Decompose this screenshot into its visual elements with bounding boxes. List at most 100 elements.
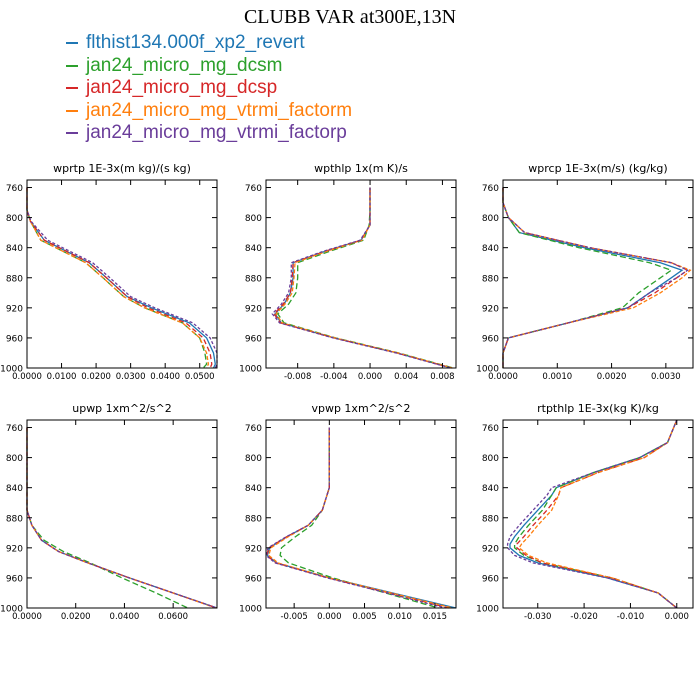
y-tick-label: 880 <box>245 514 262 524</box>
y-tick-label: 1000 <box>239 605 262 615</box>
y-tick-label: 840 <box>6 244 23 254</box>
x-tick-label: 0.0500 <box>185 372 215 382</box>
panel-title: upwp 1xm^2/s^2 <box>72 402 172 415</box>
panel-title: wpthlp 1x(m K)/s <box>314 162 408 175</box>
series-line <box>271 187 451 369</box>
legend-swatch <box>66 64 78 67</box>
y-tick-label: 760 <box>6 184 23 194</box>
y-tick-label: 800 <box>482 454 499 464</box>
x-tick-label: 0.004 <box>394 372 418 382</box>
series-line <box>26 427 218 609</box>
y-tick-label: 920 <box>245 544 262 554</box>
legend-item: jan24_micro_mg_dcsm <box>66 55 352 78</box>
legend-swatch <box>66 109 78 112</box>
x-tick-label: 0.0000 <box>488 372 518 382</box>
series-line <box>268 427 453 609</box>
legend-item: flthist134.000f_xp2_revert <box>66 32 352 55</box>
y-tick-label: 800 <box>6 454 23 464</box>
series-line <box>265 427 446 609</box>
legend: flthist134.000f_xp2_revert jan24_micro_m… <box>66 32 352 145</box>
y-tick-label: 880 <box>6 274 23 284</box>
series-line <box>26 187 218 369</box>
x-tick-label: 0.0030 <box>651 372 681 382</box>
series-line <box>502 187 673 368</box>
y-tick-label: 800 <box>245 454 262 464</box>
panel-title: wprtp 1E-3x(m kg)/(s kg) <box>53 162 191 175</box>
x-tick-label: 0.0200 <box>61 612 91 622</box>
y-tick-label: 920 <box>482 304 499 314</box>
series-line <box>502 187 689 368</box>
legend-item: jan24_micro_mg_vtrmi_factorp <box>66 122 352 145</box>
x-tick-label: 0.0600 <box>158 612 188 622</box>
legend-label: jan24_micro_mg_vtrmi_factorp <box>86 122 347 144</box>
y-tick-label: 840 <box>482 484 499 494</box>
plot-frame <box>26 419 218 609</box>
y-tick-label: 880 <box>6 514 23 524</box>
x-tick-label: 0.010 <box>388 612 412 622</box>
y-tick-label: 760 <box>482 184 499 194</box>
plot-frame <box>265 179 457 369</box>
series-line <box>502 187 684 368</box>
x-tick-label: 0.008 <box>430 372 454 382</box>
legend-item: jan24_micro_mg_dcsp <box>66 77 352 100</box>
legend-label: flthist134.000f_xp2_revert <box>86 32 305 54</box>
legend-swatch <box>66 132 78 135</box>
panel-title: rtpthlp 1E-3x(kg K)/kg <box>537 402 659 415</box>
series-line <box>26 187 213 369</box>
y-tick-label: 880 <box>482 514 499 524</box>
x-tick-label: -0.008 <box>284 372 311 382</box>
series-line <box>273 187 452 369</box>
x-tick-label: 0.0100 <box>47 372 77 382</box>
legend-swatch <box>66 87 78 90</box>
x-tick-label: -0.020 <box>570 612 597 622</box>
y-tick-label: 880 <box>245 274 262 284</box>
x-tick-label: 0.000 <box>665 612 689 622</box>
panel-title: vpwp 1xm^2/s^2 <box>311 402 410 415</box>
series-line <box>26 427 218 609</box>
x-tick-label: 0.015 <box>423 612 447 622</box>
x-tick-label: 0.0000 <box>12 372 42 382</box>
legend-label: jan24_micro_mg_dcsp <box>86 77 278 99</box>
x-tick-label: 0.000 <box>317 612 341 622</box>
series-line <box>26 187 216 369</box>
series-line <box>513 419 678 609</box>
series-line <box>26 187 210 369</box>
y-tick-label: 960 <box>482 334 499 344</box>
x-tick-label: 0.0300 <box>116 372 146 382</box>
y-tick-label: 960 <box>245 334 262 344</box>
series-line <box>275 187 453 369</box>
x-tick-label: 0.0010 <box>542 372 572 382</box>
y-tick-label: 960 <box>245 574 262 584</box>
y-tick-label: 760 <box>482 424 499 434</box>
y-tick-label: 880 <box>482 274 499 284</box>
plot-frame <box>26 179 218 369</box>
legend-label: jan24_micro_mg_vtrmi_factorm <box>86 99 353 121</box>
series-line <box>509 419 678 609</box>
legend-label: jan24_micro_mg_dcsm <box>86 54 283 76</box>
plot-frame <box>502 179 694 369</box>
y-tick-label: 960 <box>6 574 23 584</box>
y-tick-label: 1000 <box>0 365 23 375</box>
series-line <box>279 427 439 609</box>
y-tick-label: 1000 <box>476 605 499 615</box>
y-tick-label: 1000 <box>0 605 23 615</box>
x-tick-label: 0.0400 <box>110 612 140 622</box>
y-tick-label: 760 <box>245 424 262 434</box>
series-line <box>502 187 692 368</box>
series-line <box>266 427 457 609</box>
plot-frame <box>265 419 457 609</box>
y-tick-label: 1000 <box>239 365 262 375</box>
legend-item: jan24_micro_mg_vtrmi_factorm <box>66 100 352 123</box>
x-tick-label: 0.005 <box>352 612 376 622</box>
series-line <box>276 187 454 369</box>
y-tick-label: 920 <box>245 304 262 314</box>
y-tick-label: 800 <box>245 214 262 224</box>
series-line <box>26 427 217 609</box>
x-tick-label: 0.0000 <box>12 612 42 622</box>
series-line <box>26 427 218 609</box>
legend-swatch <box>66 42 78 45</box>
y-tick-label: 800 <box>482 214 499 224</box>
x-tick-label: 0.000 <box>358 372 382 382</box>
x-tick-label: 0.0200 <box>81 372 111 382</box>
x-tick-label: -0.030 <box>524 612 551 622</box>
